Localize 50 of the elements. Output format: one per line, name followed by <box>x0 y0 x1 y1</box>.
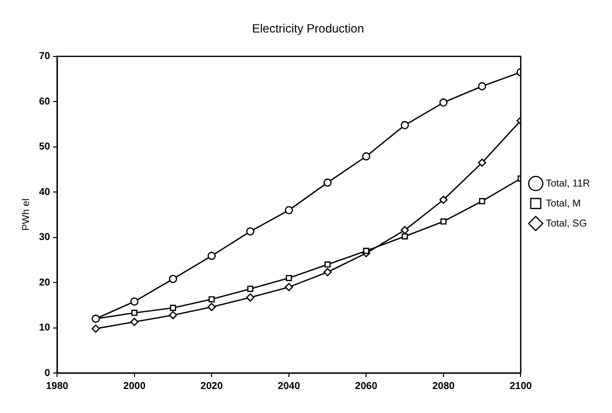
y-tick-label: 40 <box>39 186 51 198</box>
point <box>284 206 294 214</box>
x-tick-label: 2100 <box>510 380 532 392</box>
point <box>168 311 178 320</box>
legend-label: Total, 11R <box>546 178 590 190</box>
point <box>246 227 254 236</box>
x-tick-label: 2080 <box>432 380 456 392</box>
legend-label: Total, M <box>546 198 581 210</box>
y-tick-label: 20 <box>39 277 51 288</box>
point <box>479 198 486 204</box>
point <box>92 324 100 333</box>
x-tick-label: 1980 <box>46 380 69 392</box>
point <box>130 318 138 326</box>
x-tick-label: 2000 <box>123 380 146 392</box>
point <box>168 274 178 284</box>
point <box>323 268 332 276</box>
y-axis-title: PWh el <box>20 198 32 231</box>
y-tick-label: 50 <box>39 142 51 153</box>
x-tick-label: 2060 <box>355 380 378 392</box>
point <box>478 158 486 167</box>
point <box>440 218 447 225</box>
point <box>323 178 332 187</box>
point <box>362 152 370 160</box>
point <box>439 196 448 204</box>
point <box>400 226 409 234</box>
point <box>402 233 408 240</box>
point <box>400 121 409 130</box>
x-tick-label: 2040 <box>278 380 300 392</box>
point <box>363 248 370 254</box>
point <box>208 302 216 312</box>
y-tick-label: 70 <box>39 51 51 62</box>
y-tick-label: 0 <box>44 368 51 379</box>
point <box>130 297 138 306</box>
point <box>478 82 486 90</box>
point <box>324 261 331 268</box>
y-tick-label: 10 <box>39 322 51 334</box>
x-tick-label: 2020 <box>200 380 224 392</box>
point <box>246 293 254 302</box>
point <box>208 252 216 260</box>
legend-label: Total, SG <box>546 218 588 230</box>
point <box>439 98 448 107</box>
point <box>131 310 138 316</box>
point <box>284 282 294 292</box>
point <box>247 286 254 292</box>
y-tick-label: 60 <box>39 96 51 108</box>
point <box>286 274 292 282</box>
point <box>170 304 176 311</box>
chart-title: Electricity Production <box>252 22 364 36</box>
y-tick-label: 30 <box>39 232 51 244</box>
point <box>208 296 215 302</box>
